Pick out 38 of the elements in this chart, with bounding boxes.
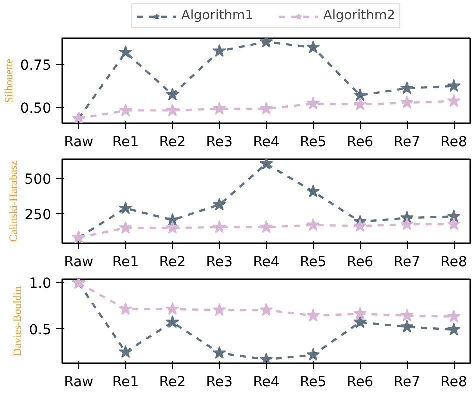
x-tick-label: Re4 [253,254,280,270]
x-tick-label: Re7 [394,254,421,270]
x-tick-label: Re8 [440,254,468,270]
x-tick-label: Re8 [440,374,468,390]
x-tick-label: Re6 [346,374,374,390]
x-tick-label: Re7 [394,374,421,390]
x-tick-label: Re5 [300,254,327,270]
x-tick-label: Raw [64,374,94,390]
x-tick-label: Re2 [159,134,186,150]
y-axis-title: Silhouette [3,58,16,104]
x-tick-label: Re6 [346,254,374,270]
x-tick-label: Re5 [300,134,327,150]
y-tick-label: 1.0 [29,276,52,292]
x-tick-label: Re2 [159,254,186,270]
y-tick-label: 250 [24,207,52,224]
y-axis-title: Davies-Bouldin [12,286,24,356]
x-tick-label: Re1 [112,254,140,270]
x-tick-label: Re3 [206,374,233,390]
y-axis-title: Calinski-Harabasz [8,160,20,242]
x-tick-label: Re2 [159,374,186,390]
x-tick-label: Re1 [112,374,140,390]
x-tick-label: Raw [64,134,94,150]
y-tick-label: 0.75 [20,58,52,74]
y-tick-label: 500 [24,172,52,188]
x-tick-label: Re4 [253,374,280,390]
y-tick-label: 0.5 [29,322,52,338]
x-tick-label: Raw [64,254,94,270]
x-tick-label: Re8 [440,134,468,150]
x-tick-label: Re7 [394,134,421,150]
x-tick-label: Re5 [300,374,327,390]
y-tick-label: 0.50 [20,100,52,117]
legend-label: Algorithm1 [182,8,254,24]
legend-label: Algorithm2 [324,8,396,24]
x-tick-label: Re3 [206,134,233,150]
x-tick-label: Re4 [253,134,280,150]
x-tick-label: Re1 [112,134,140,150]
x-tick-label: Re6 [346,134,374,150]
x-tick-label: Re3 [206,254,233,270]
